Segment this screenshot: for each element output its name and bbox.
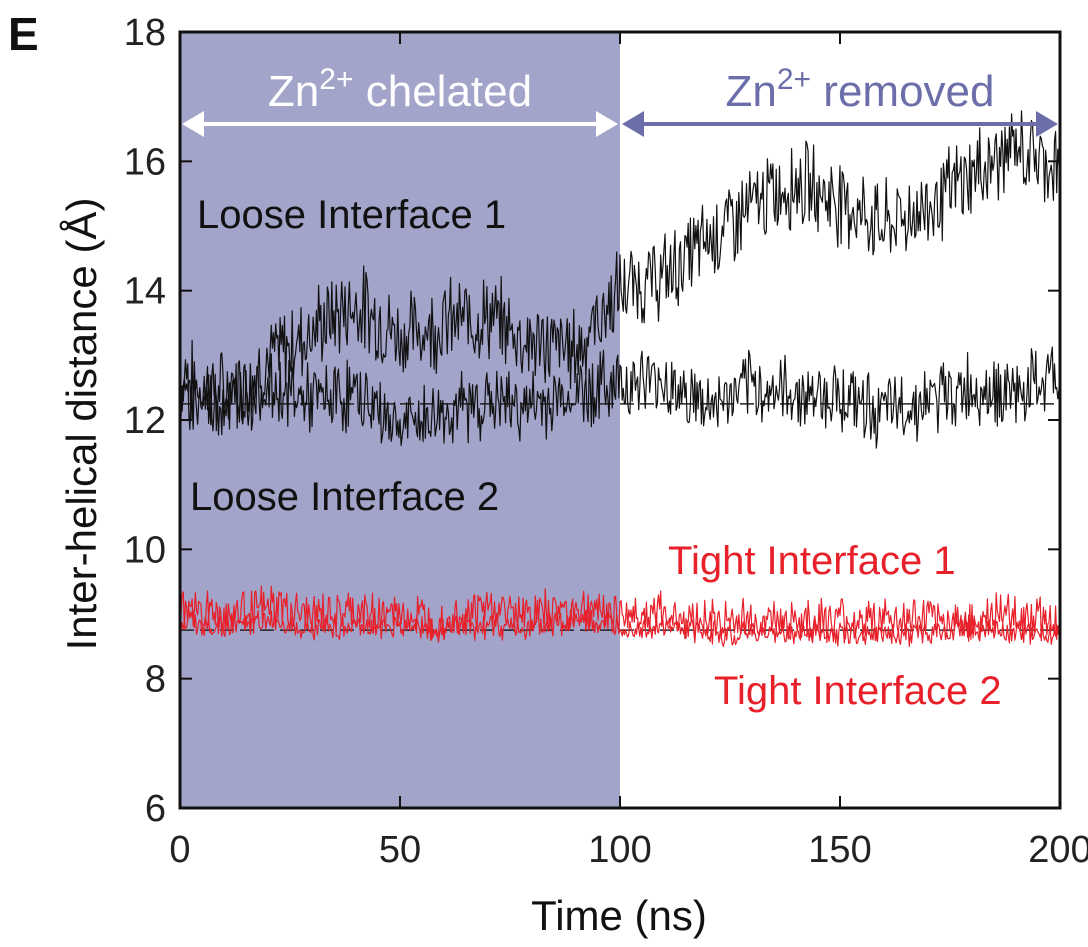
series-label-loose-1: Loose Interface 1 [197, 193, 506, 237]
y-tick-label-6: 18 [124, 12, 166, 54]
panel-letter: E [8, 8, 39, 60]
y-tick-label-3: 12 [124, 400, 166, 442]
region-arrow-head-left-0 [182, 111, 204, 137]
series-line-1 [179, 346, 1061, 449]
series-label-tight-2: Tight Interface 2 [714, 669, 1002, 713]
y-tick-label-2: 10 [124, 529, 166, 571]
region-label-removed: Zn2+ removed [726, 63, 995, 116]
series-line-2 [179, 585, 1061, 644]
region-label-removed-base: Zn [726, 67, 777, 116]
region-arrow-head-right-1 [1036, 111, 1058, 137]
region-label-chelated-text: chelated [354, 67, 533, 116]
region-label-chelated-superscript: 2+ [319, 63, 353, 96]
tick-labels: 0 50 100 150 200 6 8 10 12 14 16 18 [124, 12, 1088, 871]
y-tick-label-4: 14 [124, 271, 166, 313]
x-axis-title: Time (ns) [531, 892, 707, 939]
x-tick-label-3: 150 [808, 829, 871, 871]
y-tick-label-5: 16 [124, 141, 166, 183]
x-tick-label-4: 200 [1028, 829, 1088, 871]
x-tick-label-2: 100 [588, 829, 651, 871]
series-line-3 [179, 608, 1061, 647]
x-tick-label-1: 50 [379, 829, 421, 871]
series-label-tight-1: Tight Interface 1 [668, 539, 956, 583]
series-line-0 [179, 110, 1061, 430]
region-arrow-head-right-0 [596, 111, 618, 137]
region-arrows [182, 111, 1058, 137]
region-arrow-head-left-1 [622, 111, 644, 137]
region-label-chelated: Zn2+ chelated [268, 63, 532, 116]
region-label-chelated-base: Zn [268, 67, 319, 116]
y-axis-title: Inter-helical distance (Å) [58, 198, 105, 651]
region-label-removed-text: removed [811, 67, 994, 116]
region-label-removed-superscript: 2+ [777, 63, 811, 96]
axes [178, 30, 1062, 810]
x-tick-label-0: 0 [169, 829, 190, 871]
y-tick-label-0: 6 [145, 788, 166, 830]
series-lines [179, 110, 1061, 647]
y-tick-label-1: 8 [145, 659, 166, 701]
series-label-loose-2: Loose Interface 2 [190, 475, 499, 519]
